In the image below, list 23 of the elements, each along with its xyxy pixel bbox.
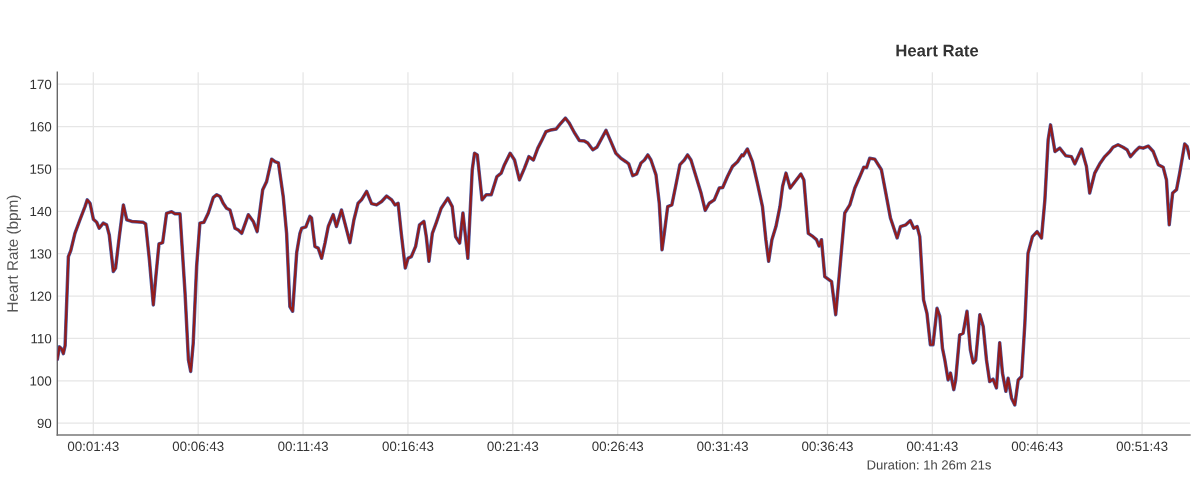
x-tick-label: 00:26:43 <box>592 441 644 452</box>
chart-title: Heart Rate <box>896 44 979 57</box>
y-tick-label: 170 <box>30 79 52 90</box>
x-tick-label: 00:36:43 <box>802 441 853 452</box>
y-tick-label: 140 <box>30 206 52 217</box>
x-tick-label: 00:31:43 <box>697 441 748 452</box>
y-tick-label: 130 <box>30 249 52 259</box>
x-tick-label: 00:41:43 <box>906 441 958 452</box>
x-tick-label: 00:01:43 <box>67 441 119 452</box>
text: Duration: 1h 26m 21s <box>867 459 991 470</box>
x-tick-label: 00:21:43 <box>487 441 539 452</box>
x-tick-label: 00:06:43 <box>172 441 224 452</box>
y-tick-label: 100 <box>30 376 52 386</box>
x-tick-label: 00:16:43 <box>382 441 434 452</box>
x-tick-label: 00:11:43 <box>278 441 328 452</box>
y-tick-label: 150 <box>30 164 52 174</box>
y-axis-title: Heart Rate (bpm) <box>6 195 21 312</box>
y-tick-label: 90 <box>37 418 52 429</box>
y-tick-label: 110 <box>31 333 52 344</box>
y-tick-label: 160 <box>30 122 52 132</box>
y-tick-label: 120 <box>30 291 52 301</box>
x-tick-label: 00:46:43 <box>1011 441 1063 452</box>
x-tick-label: 00:51:43 <box>1116 441 1168 452</box>
